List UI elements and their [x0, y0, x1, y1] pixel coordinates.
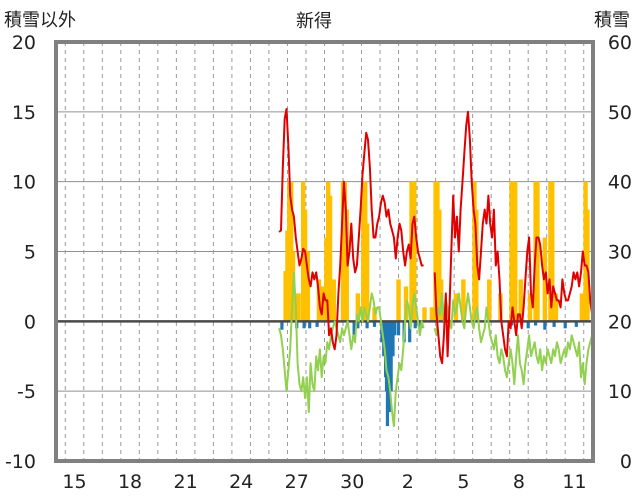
- y-left-tick-labels: 20 15 10 5 0 -5 -10: [5, 32, 36, 473]
- precip-bar: [393, 321, 397, 336]
- y-right-tick-label: 50: [608, 102, 632, 124]
- sunshine-bar: [364, 223, 370, 322]
- precip-bar: [413, 321, 417, 329]
- x-tick-label: 11: [562, 471, 586, 493]
- y-left-tick-label: 15: [12, 102, 36, 124]
- y-right-tick-label: 40: [608, 172, 632, 194]
- sunshine-bar: [327, 195, 333, 322]
- y-right-tick-label: 0: [620, 451, 632, 473]
- sunshine-bar: [305, 251, 311, 322]
- precip-bar: [533, 321, 538, 326]
- precip-bar: [408, 321, 412, 343]
- precip-bar: [552, 321, 556, 327]
- sunshine-bar: [461, 279, 466, 322]
- sunshine-bar: [535, 181, 540, 322]
- x-tick-labels: 15 18 21 24 27 30 2 5 8 11: [62, 471, 586, 493]
- sunshine-bar: [412, 181, 417, 322]
- y-right-tick-label: 30: [608, 242, 632, 264]
- y-right-tick-label: 20: [608, 311, 632, 333]
- sunshine-bar: [579, 293, 585, 322]
- precip-bar: [356, 321, 360, 329]
- y-right-axis-label: 積雪: [594, 10, 630, 31]
- y-left-tick-label: 20: [12, 32, 36, 54]
- x-tick-label: 21: [174, 471, 198, 493]
- x-tick-label: 8: [513, 471, 525, 493]
- precip-bar: [315, 321, 319, 327]
- sunshine-bar: [302, 209, 308, 322]
- y-right-tick-labels: 60 50 40 30 20 10 0: [608, 32, 632, 473]
- plot-frame: [54, 40, 595, 463]
- precip-bar: [396, 321, 401, 336]
- chart-title: 新得: [296, 11, 332, 32]
- y-left-tick-label: 10: [12, 172, 36, 194]
- precip-bar: [526, 321, 530, 329]
- sunshine-bar: [396, 279, 401, 322]
- precip-bar: [352, 321, 356, 336]
- x-tick-label: 15: [62, 471, 86, 493]
- x-tick-label: 27: [285, 471, 309, 493]
- sunshine-bar: [518, 279, 523, 322]
- precip-bar: [543, 321, 547, 330]
- sunshine-bar: [296, 293, 301, 322]
- sunshine-bar: [487, 279, 492, 322]
- x-tick-label: 5: [457, 471, 469, 493]
- precip-bar: [372, 321, 377, 327]
- sunshine-bar: [437, 209, 442, 322]
- precip-bar: [280, 321, 284, 330]
- y-right-tick-label: 10: [608, 381, 632, 403]
- y-left-axis-label: 積雪以外: [4, 10, 76, 31]
- precip-bar: [308, 321, 312, 329]
- temp-min-line: [278, 271, 425, 428]
- temp-max-line: [278, 108, 424, 351]
- precip-bar: [387, 321, 391, 413]
- sunshine-bar: [331, 279, 336, 322]
- precip-bar: [389, 321, 393, 392]
- x-tick-label: 2: [402, 471, 414, 493]
- y-left-tick-label: -5: [17, 381, 36, 403]
- y-left-tick-label: 5: [24, 242, 36, 264]
- y-left-tick-label: 0: [24, 311, 36, 333]
- x-tick-label: 30: [340, 471, 364, 493]
- sunshine-bar: [513, 181, 518, 322]
- x-tick-label: 24: [229, 471, 253, 493]
- precip-bar: [365, 321, 369, 329]
- precip-bar: [302, 321, 306, 329]
- sunshine-bar: [429, 307, 435, 322]
- sunshine-bar: [553, 293, 559, 322]
- sunshine-bar: [355, 293, 361, 322]
- temp-max-line: [433, 110, 594, 365]
- temp-min-line: [433, 292, 594, 386]
- precip-bar: [391, 321, 395, 357]
- precip-bar: [574, 321, 578, 327]
- sunshine-bar: [550, 181, 555, 322]
- sunshine-bar: [527, 293, 533, 322]
- y-left-tick-label: -10: [5, 451, 36, 473]
- sunshine-bar: [422, 307, 427, 322]
- x-tick-label: 18: [118, 471, 142, 493]
- y-right-tick-label: 60: [608, 32, 632, 54]
- precip-bar: [563, 321, 567, 329]
